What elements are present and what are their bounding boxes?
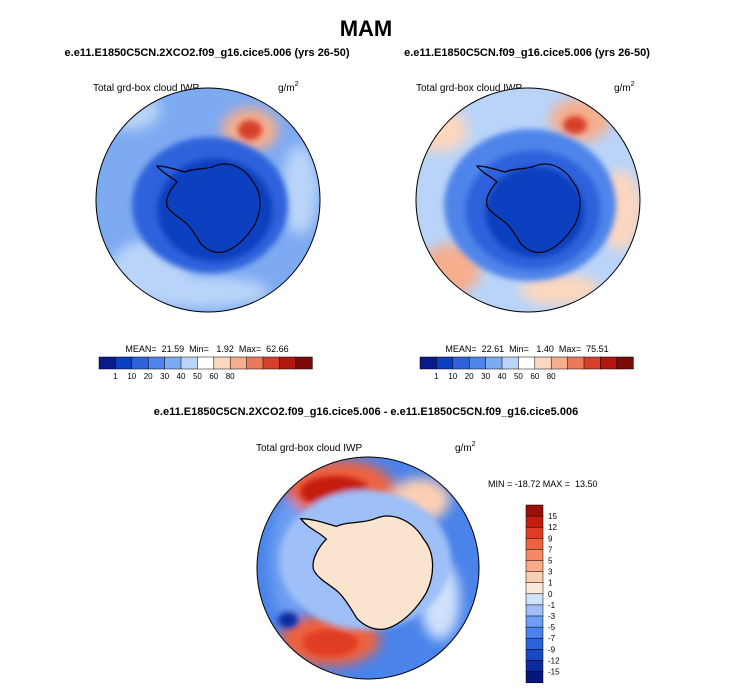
colorbar-swatch [229,356,248,370]
colorbar-tick-label: -5 [548,623,556,632]
colorbar-tick-label: 1 [434,372,439,381]
colorbar-swatch [131,356,149,370]
colorbar-swatch [525,582,544,595]
colorbar-swatch [452,356,470,370]
panel-difference-contour-field [257,457,479,679]
panel-2xco2-polar-frame [95,87,321,313]
colorbar-swatch [518,356,536,370]
panel-difference-colorbar: 15 12 9 7 5 3 1 0 -1 -3 -5 -7 -9 -12 -15 [525,504,560,684]
colorbar-swatch [525,593,544,606]
panel-2xco2-variable: Total grd-box cloud IWP [93,83,199,94]
colorbar-tick-label: 50 [514,372,523,381]
colorbar-swatch [485,356,503,370]
panel-difference: e.e11.E1850C5CN.2XCO2.f09_g16.cice5.006 … [154,406,598,684]
colorbar-tick-label: 7 [548,545,553,554]
colorbar-swatch [525,649,544,661]
colorbar-tick-label: -3 [548,612,556,621]
colorbar-swatch [295,356,313,370]
colorbar-swatch [147,356,166,370]
colorbar-swatch [246,356,264,370]
colorbar-tick-label: 1 [113,372,118,381]
panel-2xco2-colorbar: 1 10 20 30 40 50 60 80 [98,356,313,381]
colorbar-tick-label: 30 [481,372,490,381]
colorbar-swatch [525,504,544,517]
panel-control-units: g/m2 [614,81,635,94]
colorbar-swatch [525,571,544,584]
panel-2xco2-units: g/m2 [278,81,299,94]
colorbar-swatch [525,560,544,573]
colorbar-tick-label: 10 [448,372,457,381]
colorbar-swatch [468,356,487,370]
colorbar-swatch [98,356,116,370]
colorbar-swatch [525,515,544,528]
colorbar-tick-label: 3 [548,568,553,577]
colorbar-tick-label: 40 [498,372,507,381]
panel-2xco2-title: e.e11.E1850C5CN.2XCO2.f09_g16.cice5.006 … [65,47,350,59]
colorbar-swatch [525,549,544,561]
colorbar-tick-label: 0 [548,590,553,599]
colorbar-tick-label: -15 [548,668,560,677]
colorbar-tick-label: 1 [548,579,553,588]
colorbar-tick-label: 30 [160,372,169,381]
colorbar-tick-label: 15 [548,512,557,521]
colorbar-tick-label: 50 [193,372,202,381]
colorbar-swatch [279,356,297,370]
panel-difference-variable: Total grd-box cloud IWP [256,443,362,454]
colorbar-tick-label: 60 [209,372,218,381]
colorbar-tick-label: 60 [530,372,539,381]
colorbar-swatch [583,356,601,370]
panel-control: e.e11.E1850C5CN.f09_g16.cice5.006 (yrs 2… [404,47,650,381]
colorbar-tick-label: 20 [465,372,474,381]
colorbar-tick-label: 80 [547,372,556,381]
panel-difference-units: g/m2 [455,441,476,454]
colorbar-swatch [115,356,133,370]
colorbar-swatch [534,356,552,370]
colorbar-swatch [197,356,215,370]
colorbar-tick-label: -9 [548,645,556,654]
colorbar-tick-label: 5 [548,557,553,566]
panel-2xco2-stats: MEAN= 21.59 Min= 1.92 Max= 62.66 [125,344,288,354]
panel-control-contour-field [416,88,640,312]
colorbar-swatch [525,604,544,617]
colorbar-swatch [525,526,544,539]
panel-difference-stats: MIN = -18.72 MAX = 13.50 [488,479,598,489]
colorbar-swatch [525,637,544,650]
figure-title: MAM [340,16,393,41]
panel-control-colorbar: 1 10 20 30 40 50 60 80 [419,356,634,381]
panel-2xco2: e.e11.E1850C5CN.2XCO2.f09_g16.cice5.006 … [65,47,350,381]
colorbar-swatch [164,356,182,370]
panel-control-variable: Total grd-box cloud IWP [416,83,522,94]
colorbar-tick-label: 12 [548,523,557,532]
colorbar-swatch [180,356,198,370]
colorbar-swatch [616,356,634,370]
panel-difference-title: e.e11.E1850C5CN.2XCO2.f09_g16.cice5.006 … [154,406,578,418]
colorbar-swatch [550,356,569,370]
colorbar-tick-label: -12 [548,656,560,665]
colorbar-swatch [525,615,544,628]
colorbar-swatch [525,660,544,672]
colorbar-tick-label: -7 [548,634,556,643]
colorbar-tick-label: 10 [127,372,136,381]
colorbar-tick-label: 40 [177,372,186,381]
colorbar-tick-label: -1 [548,601,556,610]
colorbar-swatch [525,538,544,550]
colorbar-swatch [419,356,437,370]
colorbar-tick-label: 20 [144,372,153,381]
panel-difference-polar-frame [256,456,480,680]
colorbar-tick-label: 80 [226,372,235,381]
panel-2xco2-contour-field [96,88,320,312]
colorbar-swatch [525,626,544,639]
panel-control-polar-frame [415,87,641,313]
colorbar-swatch [213,356,231,370]
colorbar-swatch [436,356,454,370]
colorbar-swatch [525,671,544,684]
panel-control-title: e.e11.E1850C5CN.f09_g16.cice5.006 (yrs 2… [404,47,650,59]
colorbar-swatch [501,356,519,370]
colorbar-swatch [567,356,585,370]
panel-control-stats: MEAN= 22.61 Min= 1.40 Max= 75.51 [445,344,608,354]
colorbar-swatch [262,356,280,370]
colorbar-tick-label: 9 [548,534,553,543]
colorbar-swatch [600,356,618,370]
